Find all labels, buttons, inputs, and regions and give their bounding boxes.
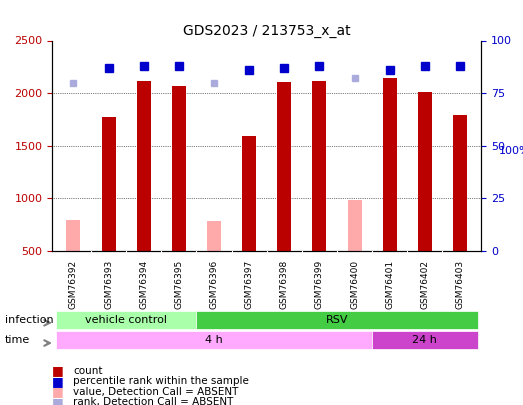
Title: GDS2023 / 213753_x_at: GDS2023 / 213753_x_at (183, 24, 350, 38)
Text: ■: ■ (52, 364, 64, 377)
Text: GSM76403: GSM76403 (456, 260, 464, 309)
FancyBboxPatch shape (56, 331, 372, 349)
Text: 4 h: 4 h (205, 335, 223, 345)
Bar (418, 92, 432, 251)
Text: GSM76402: GSM76402 (420, 260, 429, 309)
Text: GSM76401: GSM76401 (385, 260, 394, 309)
Text: 24 h: 24 h (413, 335, 437, 345)
Bar (172, 86, 186, 251)
Text: ■: ■ (52, 385, 64, 398)
Text: GSM76392: GSM76392 (69, 260, 78, 309)
Bar (66, 220, 81, 251)
Bar (312, 81, 326, 251)
Text: GSM76397: GSM76397 (245, 260, 254, 309)
Text: infection: infection (5, 315, 54, 325)
FancyBboxPatch shape (372, 331, 477, 349)
Bar (137, 81, 151, 251)
Text: GSM76400: GSM76400 (350, 260, 359, 309)
Text: vehicle control: vehicle control (85, 315, 167, 325)
Text: value, Detection Call = ABSENT: value, Detection Call = ABSENT (73, 387, 238, 396)
Text: time: time (5, 335, 30, 345)
Text: GSM76394: GSM76394 (139, 260, 148, 309)
Y-axis label: 100%: 100% (499, 146, 523, 156)
Bar (383, 78, 397, 251)
FancyBboxPatch shape (56, 311, 197, 329)
Text: GSM76393: GSM76393 (104, 260, 113, 309)
Bar (453, 115, 467, 251)
Text: GSM76398: GSM76398 (280, 260, 289, 309)
Bar (207, 221, 221, 251)
Bar (101, 117, 116, 251)
Text: RSV: RSV (326, 315, 348, 325)
Bar (242, 136, 256, 251)
FancyBboxPatch shape (197, 311, 477, 329)
Text: rank, Detection Call = ABSENT: rank, Detection Call = ABSENT (73, 397, 234, 405)
Bar (348, 200, 361, 251)
Text: ■: ■ (52, 396, 64, 405)
Bar (277, 82, 291, 251)
Text: GSM76396: GSM76396 (210, 260, 219, 309)
Text: GSM76399: GSM76399 (315, 260, 324, 309)
Text: GSM76395: GSM76395 (174, 260, 184, 309)
Text: percentile rank within the sample: percentile rank within the sample (73, 376, 249, 386)
Text: ■: ■ (52, 375, 64, 388)
Text: count: count (73, 366, 103, 375)
